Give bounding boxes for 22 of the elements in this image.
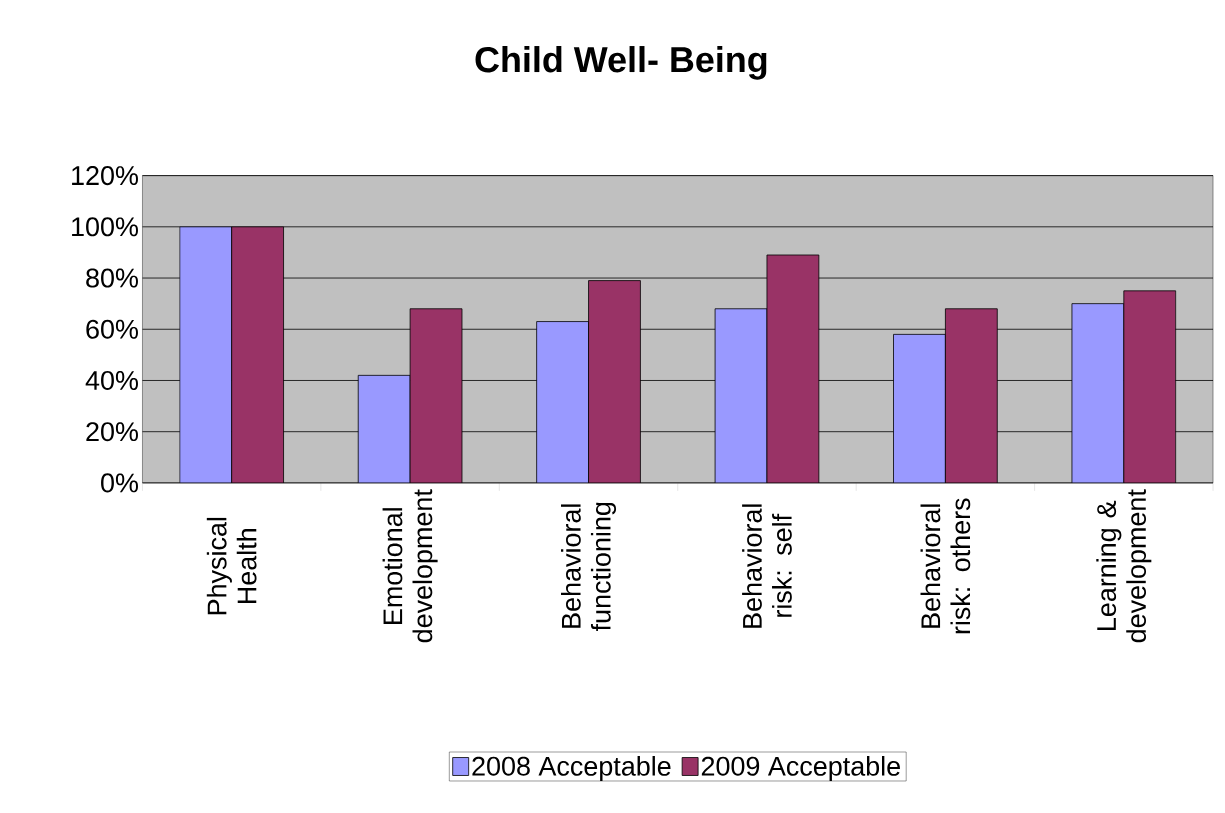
bar (409, 308, 463, 483)
x-tick-label: Behavioral risk: self (742, 504, 792, 628)
x-tick-label: Emotional development (382, 489, 438, 643)
y-tick-label: 20% (86, 422, 138, 442)
y-tick-label: 60% (86, 319, 138, 339)
y-tick-label: 80% (86, 268, 138, 288)
y-tick-label: 100% (72, 217, 138, 237)
bar (1123, 290, 1177, 483)
bar (231, 226, 284, 483)
x-tick-label: Behavioral risk: others (920, 498, 971, 634)
bar (588, 280, 641, 483)
legend-label: 2008 Acceptable (472, 755, 671, 782)
x-tick-label: Physical Health (206, 517, 257, 615)
x-tick-label: Learning & development (1096, 489, 1152, 643)
bar (944, 308, 998, 483)
y-tick-label: 40% (85, 370, 138, 390)
x-tick-label: Behavioral functioning (561, 502, 617, 631)
y-tick-label: 0% (101, 473, 138, 493)
chart-title: Child Well- Being (475, 45, 767, 80)
y-tick-label: 120% (72, 165, 138, 186)
bar (766, 254, 820, 483)
legend-label: 2009 Acceptable (701, 755, 900, 782)
